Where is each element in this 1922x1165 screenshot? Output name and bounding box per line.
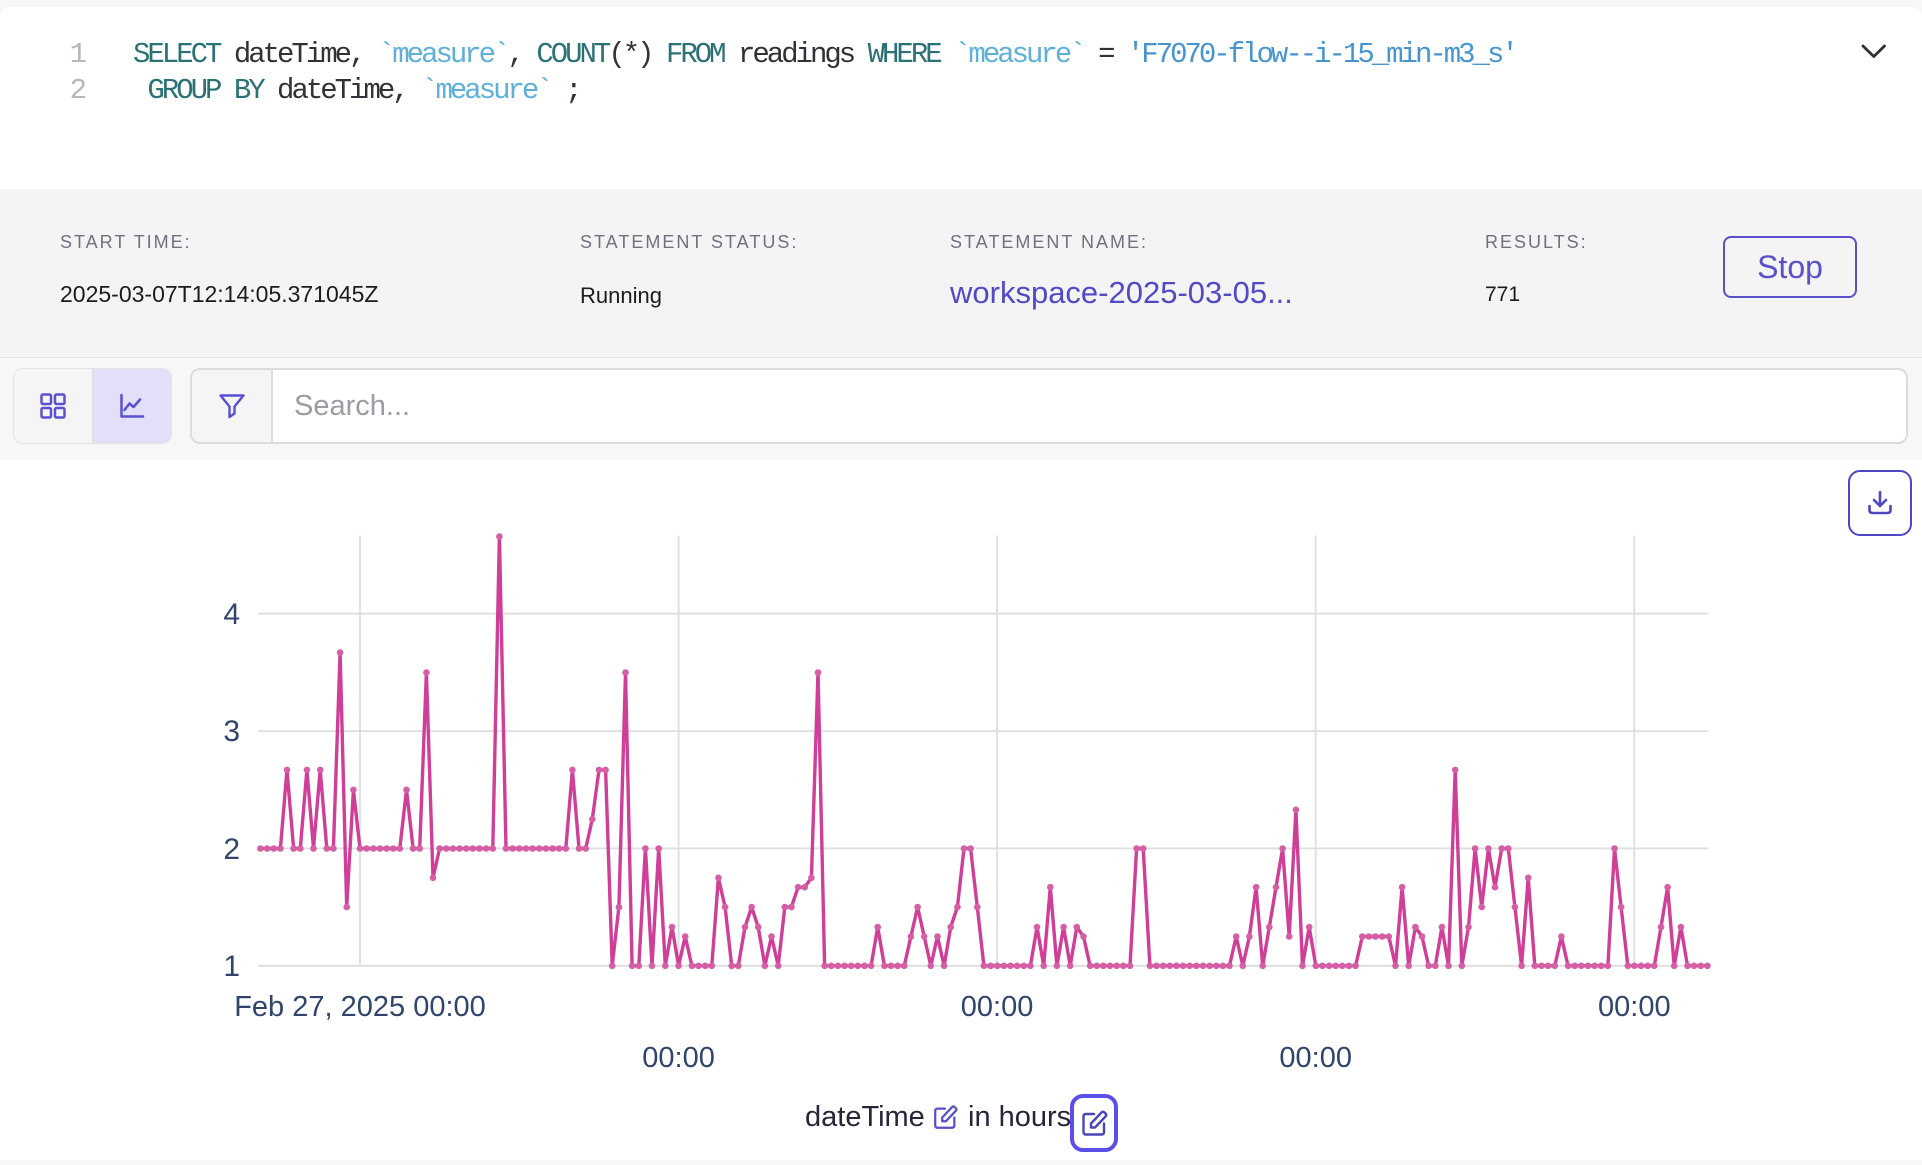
svg-text:Feb 27, 2025 00:00: Feb 27, 2025 00:00 bbox=[234, 991, 486, 1023]
svg-text:4: 4 bbox=[223, 598, 240, 631]
svg-text:2: 2 bbox=[223, 833, 240, 866]
svg-text:00:00: 00:00 bbox=[642, 1042, 715, 1074]
svg-text:00:00: 00:00 bbox=[1279, 1042, 1352, 1074]
svg-text:1: 1 bbox=[223, 950, 240, 983]
svg-text:00:00: 00:00 bbox=[961, 991, 1034, 1023]
svg-text:00:00: 00:00 bbox=[1598, 991, 1671, 1023]
svg-text:3: 3 bbox=[223, 715, 240, 748]
